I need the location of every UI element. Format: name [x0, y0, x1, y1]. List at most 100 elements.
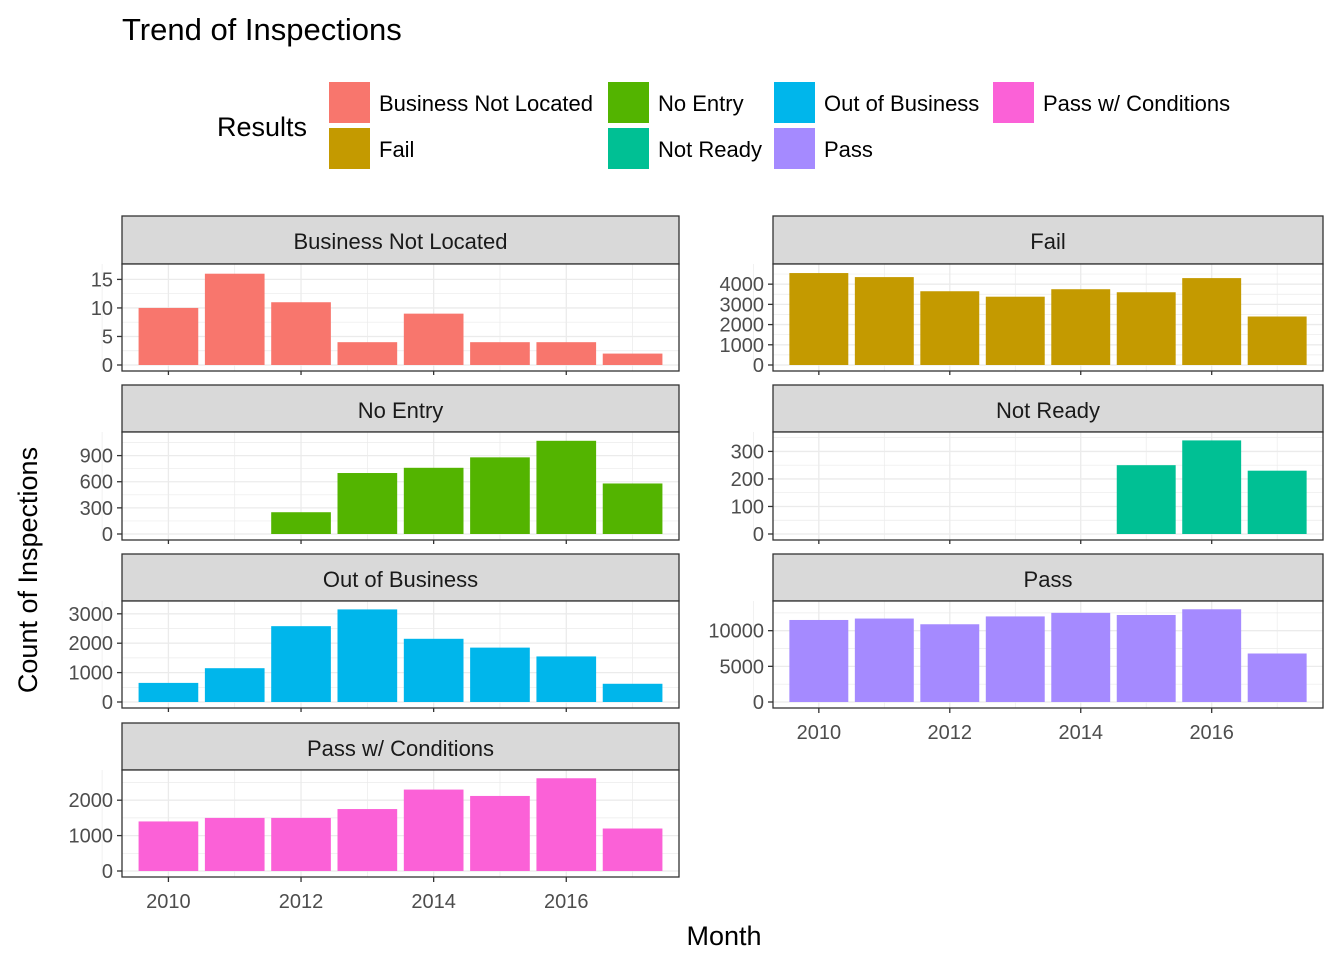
chart-title: Trend of Inspections	[122, 12, 402, 47]
legend-label-pass-w-conditions: Pass w/ Conditions	[1043, 91, 1230, 116]
panel-border-not-ready	[772, 431, 1324, 541]
bar-fail-2014	[1051, 289, 1111, 365]
bar-out-of-business-2016	[536, 656, 597, 702]
x-ticks-pass: 2010 2012 2014 2016	[797, 708, 1234, 744]
y-tick-label: 200	[731, 469, 764, 491]
panel-border-pass-w-conditions	[121, 769, 680, 878]
legend-key-no-entry	[608, 82, 649, 123]
bar-pass-w-conditions-2012	[271, 817, 331, 871]
bar-pass-w-conditions-2016	[536, 778, 597, 871]
y-tick-label: 15	[91, 269, 113, 291]
legend: Business Not Located Fail No Entry Not Read…	[329, 82, 1230, 169]
facet-strip-no-entry	[121, 384, 680, 433]
y-ticks-no-entry: 0 300 600 900	[80, 446, 122, 546]
bar-business-not-located-2014	[403, 313, 464, 365]
x-tick-label: 2012	[279, 891, 324, 913]
bar-business-not-located-2013	[337, 342, 398, 365]
y-tick-label: 4000	[720, 274, 765, 296]
legend-label-business-not-located: Business Not Located	[379, 91, 593, 116]
y-tick-label: 0	[102, 355, 113, 377]
x-ticks-pass-w-conditions: 2010 2012 2014 2016	[146, 877, 589, 913]
facet-not-ready: Not Ready 0 100 200 300	[731, 384, 1324, 546]
bar-no-entry-2014	[403, 467, 464, 534]
bar-business-not-located-2016	[536, 342, 597, 365]
legend-label-fail: Fail	[379, 137, 414, 162]
bar-no-entry-2017	[602, 483, 663, 534]
bar-out-of-business-2017	[602, 683, 663, 702]
facet-strip-label-pass: Pass	[1024, 567, 1073, 592]
legend-label-pass: Pass	[824, 137, 873, 162]
y-ticks-business-not-located: 0 5 10 15	[91, 269, 122, 377]
panel-border-no-entry	[121, 431, 680, 541]
bar-out-of-business-2012	[271, 626, 331, 702]
bar-out-of-business-2015	[470, 647, 530, 702]
y-tick-label: 1000	[69, 663, 114, 685]
panel-border-business-not-located	[121, 263, 680, 372]
y-tick-label: 2000	[69, 633, 114, 655]
y-tick-label: 900	[80, 446, 113, 468]
facet-business-not-located: Business Not Located 0 5 10 15	[91, 215, 680, 377]
x-tick-label: 2010	[797, 722, 842, 744]
x-tick-label: 2014	[1058, 722, 1103, 744]
legend-key-out-of-business	[774, 82, 815, 123]
bar-pass-w-conditions-2013	[337, 809, 398, 871]
x-tick-label: 2010	[146, 891, 191, 913]
bars-pass	[789, 609, 1307, 702]
y-tick-label: 0	[102, 861, 113, 883]
bar-business-not-located-2015	[470, 342, 530, 365]
facet-panels: Business Not Located051015Fail0100020003…	[69, 215, 1324, 913]
legend-key-pass-w-conditions	[993, 82, 1034, 123]
y-tick-label: 3000	[720, 294, 765, 316]
facet-strip-label-out-of-business: Out of Business	[323, 567, 478, 592]
bar-no-entry-2015	[470, 457, 530, 534]
y-tick-label: 0	[102, 692, 113, 714]
facet-strip-fail	[772, 215, 1324, 265]
bars-business-not-located	[138, 273, 663, 365]
bar-no-entry-2016	[536, 440, 597, 534]
x-tick-label: 2012	[928, 722, 973, 744]
bar-out-of-business-2010	[138, 682, 199, 702]
facet-strip-label-fail: Fail	[1030, 229, 1065, 254]
facet-no-entry: No Entry 0 300 600 900	[80, 384, 680, 546]
bar-business-not-located-2011	[204, 273, 265, 365]
x-tick-label: 2014	[411, 891, 456, 913]
bar-out-of-business-2011	[204, 668, 265, 702]
y-tick-label: 10000	[708, 621, 764, 643]
panel-border-fail	[772, 263, 1324, 372]
facet-strip-not-ready	[772, 384, 1324, 433]
bar-pass-w-conditions-2010	[138, 821, 199, 871]
panel-border-pass	[772, 600, 1324, 709]
bar-pass-2012	[920, 624, 980, 702]
facet-strip-label-business-not-located: Business Not Located	[293, 229, 507, 254]
bar-no-entry-2013	[337, 473, 398, 534]
y-tick-label: 1000	[720, 335, 765, 357]
bar-pass-2014	[1051, 612, 1111, 702]
x-tick-label: 2016	[544, 891, 589, 913]
facet-strip-business-not-located	[121, 215, 680, 265]
bar-out-of-business-2014	[403, 638, 464, 702]
y-tick-label: 10	[91, 298, 113, 320]
bar-pass-2016	[1182, 609, 1242, 702]
y-tick-label: 300	[80, 498, 113, 520]
y-tick-label: 0	[753, 524, 764, 546]
bar-fail-2010	[789, 273, 849, 365]
facet-strip-label-no-entry: No Entry	[358, 398, 444, 423]
legend-key-pass	[774, 128, 815, 169]
bar-fail-2015	[1116, 292, 1176, 365]
bars-out-of-business	[138, 609, 663, 702]
legend-label-out-of-business: Out of Business	[824, 91, 979, 116]
bar-pass-w-conditions-2015	[470, 795, 530, 871]
bar-pass-2015	[1116, 614, 1176, 702]
bar-pass-w-conditions-2014	[403, 789, 464, 871]
y-tick-label: 5	[102, 326, 113, 348]
bar-fail-2012	[920, 291, 980, 365]
facet-strip-out-of-business	[121, 553, 680, 602]
legend-key-not-ready	[608, 128, 649, 169]
y-tick-label: 100	[731, 496, 764, 518]
bar-not-ready-2016	[1182, 440, 1242, 534]
y-tick-label: 0	[102, 524, 113, 546]
